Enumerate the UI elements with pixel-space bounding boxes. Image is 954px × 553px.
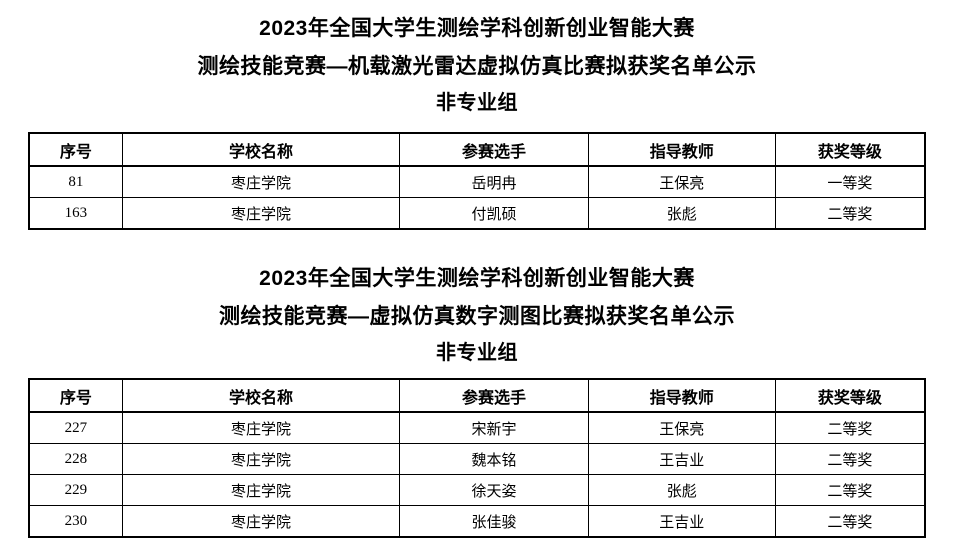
table-row: 81 枣庄学院 岳明冉 王保亮 一等奖 — [28, 165, 926, 198]
header-award-level: 获奖等级 — [774, 132, 926, 167]
section-title-line1: 2023年全国大学生测绘学科创新创业智能大赛 — [259, 267, 695, 290]
table-row: 229 枣庄学院 徐天姿 张彪 二等奖 — [28, 474, 926, 506]
cell-serial-number: 227 — [28, 411, 123, 444]
header-advisor: 指导教师 — [587, 132, 776, 167]
header-participant: 参赛选手 — [399, 132, 589, 167]
cell-school-name: 枣庄学院 — [121, 197, 401, 230]
header-serial-number: 序号 — [28, 132, 123, 167]
section-title-line2: 测绘技能竞赛—虚拟仿真数字测图比赛拟获奖名单公示 — [219, 305, 735, 328]
cell-school-name: 枣庄学院 — [121, 443, 401, 475]
cell-serial-number: 229 — [28, 474, 123, 506]
table-header-row: 序号 学校名称 参赛选手 指导教师 获奖等级 — [28, 132, 926, 167]
cell-award-level: 二等奖 — [774, 197, 926, 230]
awards-table-digital-mapping: 序号 学校名称 参赛选手 指导教师 获奖等级 227 枣庄学院 宋新宇 王保亮 … — [28, 378, 926, 538]
table-header-row: 序号 学校名称 参赛选手 指导教师 获奖等级 — [28, 378, 926, 413]
section-digital-mapping: 2023年全国大学生测绘学科创新创业智能大赛 测绘技能竞赛—虚拟仿真数字测图比赛… — [28, 264, 926, 538]
cell-participant: 徐天姿 — [399, 474, 589, 506]
cell-participant: 岳明冉 — [399, 165, 589, 198]
cell-serial-number: 230 — [28, 505, 123, 538]
cell-school-name: 枣庄学院 — [121, 474, 401, 506]
header-school-name: 学校名称 — [121, 132, 401, 167]
cell-participant: 宋新宇 — [399, 411, 589, 444]
group-label: 非专业组 — [436, 92, 518, 114]
table-row: 163 枣庄学院 付凯硕 张彪 二等奖 — [28, 197, 926, 230]
header-serial-number: 序号 — [28, 378, 123, 413]
section-lidar: 2023年全国大学生测绘学科创新创业智能大赛 测绘技能竞赛—机载激光雷达虚拟仿真… — [28, 14, 926, 230]
cell-advisor: 王吉业 — [587, 443, 776, 475]
section-title-line2: 测绘技能竞赛—机载激光雷达虚拟仿真比赛拟获奖名单公示 — [197, 55, 757, 78]
header-award-level: 获奖等级 — [774, 378, 926, 413]
cell-award-level: 二等奖 — [774, 411, 926, 444]
cell-advisor: 王吉业 — [587, 505, 776, 538]
awards-table-lidar: 序号 学校名称 参赛选手 指导教师 获奖等级 81 枣庄学院 岳明冉 王保亮 一… — [28, 132, 926, 230]
group-label: 非专业组 — [436, 342, 518, 364]
cell-serial-number: 163 — [28, 197, 123, 230]
cell-award-level: 二等奖 — [774, 443, 926, 475]
header-school-name: 学校名称 — [121, 378, 401, 413]
cell-award-level: 二等奖 — [774, 505, 926, 538]
cell-participant: 张佳骏 — [399, 505, 589, 538]
cell-award-level: 一等奖 — [774, 165, 926, 198]
cell-advisor: 王保亮 — [587, 411, 776, 444]
cell-award-level: 二等奖 — [774, 474, 926, 506]
header-participant: 参赛选手 — [399, 378, 589, 413]
table-row: 228 枣庄学院 魏本铭 王吉业 二等奖 — [28, 443, 926, 475]
header-advisor: 指导教师 — [587, 378, 776, 413]
section-title-line1: 2023年全国大学生测绘学科创新创业智能大赛 — [259, 17, 695, 40]
cell-school-name: 枣庄学院 — [121, 411, 401, 444]
table-row: 227 枣庄学院 宋新宇 王保亮 二等奖 — [28, 411, 926, 444]
cell-school-name: 枣庄学院 — [121, 505, 401, 538]
table-row: 230 枣庄学院 张佳骏 王吉业 二等奖 — [28, 505, 926, 538]
cell-serial-number: 81 — [28, 165, 123, 198]
cell-advisor: 王保亮 — [587, 165, 776, 198]
cell-advisor: 张彪 — [587, 474, 776, 506]
cell-serial-number: 228 — [28, 443, 123, 475]
cell-participant: 魏本铭 — [399, 443, 589, 475]
cell-school-name: 枣庄学院 — [121, 165, 401, 198]
cell-advisor: 张彪 — [587, 197, 776, 230]
cell-participant: 付凯硕 — [399, 197, 589, 230]
